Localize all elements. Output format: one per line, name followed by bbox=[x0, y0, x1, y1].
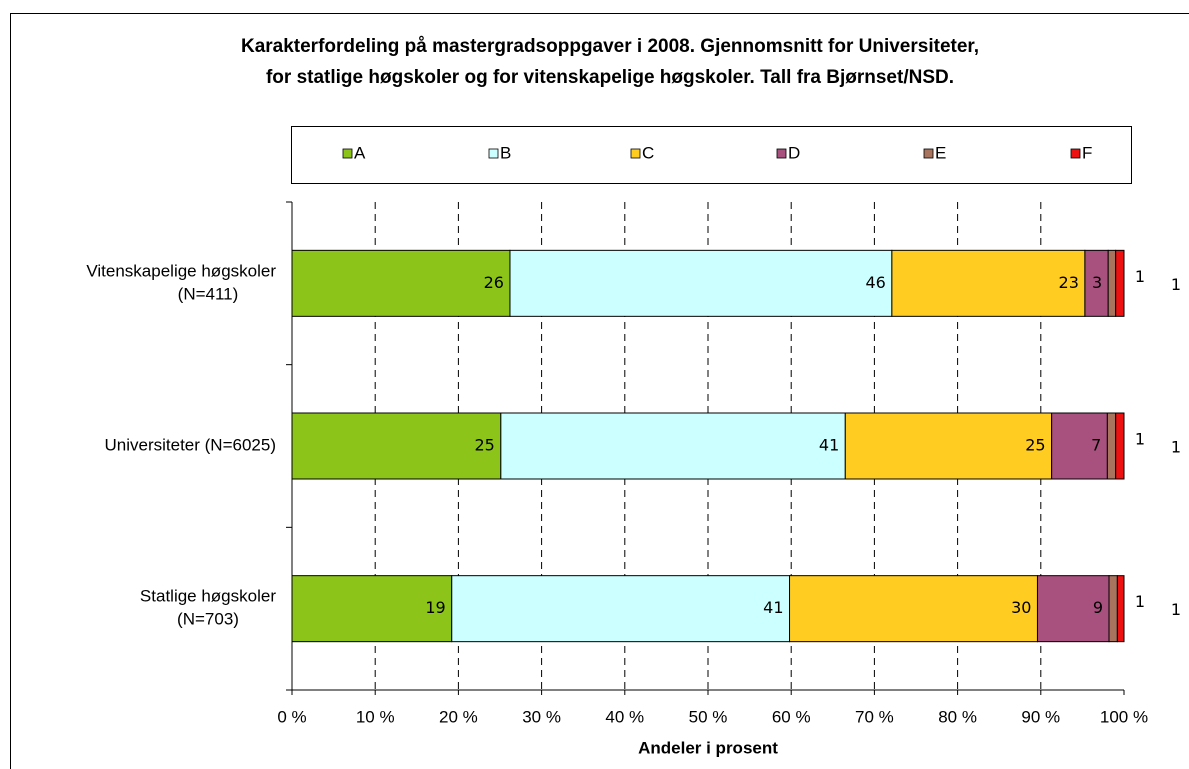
legend-label: D bbox=[788, 143, 800, 162]
value-label: 1 bbox=[1135, 267, 1145, 286]
bar-segment bbox=[1106, 412, 1117, 480]
value-label: 3 bbox=[1092, 273, 1102, 292]
value-label: 1 bbox=[1171, 275, 1181, 294]
x-tick-label: 90 % bbox=[1021, 707, 1060, 726]
bar-segment bbox=[291, 249, 511, 317]
chart-subtitle: for statlige høgskoler og for vitenskape… bbox=[266, 67, 954, 88]
chart-title: Karakterfordeling på mastergradsoppgaver… bbox=[241, 36, 979, 57]
bar-segment bbox=[1115, 412, 1125, 480]
value-label: 1 bbox=[1135, 592, 1145, 611]
x-tick-label: 30 % bbox=[522, 707, 561, 726]
value-label: 19 bbox=[425, 598, 445, 617]
bar-segment bbox=[1108, 575, 1118, 643]
value-label: 26 bbox=[484, 273, 504, 292]
legend-label: F bbox=[1082, 143, 1092, 162]
bar-segment bbox=[1107, 249, 1117, 317]
x-tick-label: 40 % bbox=[605, 707, 644, 726]
bar-segment bbox=[844, 412, 1053, 480]
legend-label: B bbox=[500, 143, 511, 162]
bar-segment bbox=[789, 575, 1038, 643]
value-label: 23 bbox=[1059, 273, 1079, 292]
bar-segment bbox=[1116, 575, 1125, 643]
value-label: 46 bbox=[866, 273, 886, 292]
bar-segment bbox=[1036, 575, 1110, 643]
bar-segment bbox=[451, 575, 791, 643]
value-label: 7 bbox=[1091, 436, 1101, 455]
bar-segment bbox=[509, 249, 893, 317]
legend-swatch bbox=[488, 148, 499, 159]
value-label: 1 bbox=[1135, 430, 1145, 449]
legend-swatch bbox=[776, 148, 787, 159]
value-label: 25 bbox=[474, 436, 494, 455]
x-axis-title: Andeler i prosent bbox=[638, 738, 778, 757]
x-tick-label: 0 % bbox=[277, 707, 306, 726]
value-label: 25 bbox=[1025, 436, 1045, 455]
legend-swatch bbox=[342, 148, 353, 159]
value-label: 1 bbox=[1171, 600, 1181, 619]
x-tick-label: 70 % bbox=[855, 707, 894, 726]
y-tick-label: Vitenskapelige høgskoler (N=411) bbox=[86, 262, 276, 304]
bar-segment bbox=[291, 412, 502, 480]
legend-label: E bbox=[935, 143, 946, 162]
bar-segment bbox=[291, 575, 453, 643]
bar-segment bbox=[500, 412, 846, 480]
legend-label: C bbox=[642, 143, 654, 162]
bar-segment bbox=[1115, 249, 1125, 317]
legend-label: A bbox=[354, 143, 366, 162]
legend-swatch bbox=[923, 148, 934, 159]
y-tick-label: Statlige høgskoler (N=703) bbox=[140, 587, 276, 629]
value-label: 1 bbox=[1171, 438, 1181, 457]
x-tick-label: 80 % bbox=[938, 707, 977, 726]
x-tick-label: 20 % bbox=[439, 707, 478, 726]
value-label: 41 bbox=[763, 598, 783, 617]
x-tick-label: 10 % bbox=[356, 707, 395, 726]
y-tick-label: Universiteter (N=6025) bbox=[105, 435, 277, 454]
bar-segment bbox=[891, 249, 1086, 317]
legend-swatch bbox=[630, 148, 641, 159]
x-tick-label: 100 % bbox=[1100, 707, 1148, 726]
x-tick-label: 60 % bbox=[772, 707, 811, 726]
legend-swatch bbox=[1070, 148, 1081, 159]
value-label: 30 bbox=[1011, 598, 1031, 617]
value-label: 9 bbox=[1093, 598, 1103, 617]
x-tick-label: 50 % bbox=[689, 707, 728, 726]
value-label: 41 bbox=[819, 436, 839, 455]
legend-box bbox=[291, 126, 1132, 184]
